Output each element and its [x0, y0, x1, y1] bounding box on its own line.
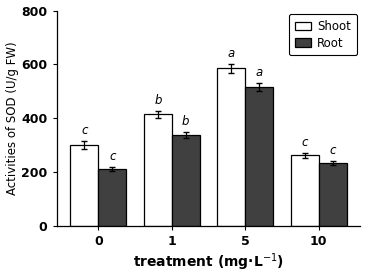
- Bar: [291, 155, 319, 226]
- Bar: [70, 145, 98, 226]
- Y-axis label: Activities of SOD (U/g FW): Activities of SOD (U/g FW): [5, 41, 19, 195]
- Bar: [172, 135, 200, 226]
- Text: c: c: [109, 150, 116, 163]
- Bar: [98, 169, 126, 226]
- Text: c: c: [81, 124, 87, 138]
- Bar: [144, 114, 172, 226]
- Text: b: b: [182, 115, 190, 128]
- Text: b: b: [154, 94, 162, 107]
- Text: c: c: [329, 144, 336, 157]
- Legend: Shoot, Root: Shoot, Root: [289, 14, 357, 56]
- Text: a: a: [255, 66, 263, 79]
- Bar: [217, 68, 245, 226]
- Bar: [245, 87, 273, 226]
- Text: c: c: [302, 136, 308, 149]
- X-axis label: treatment (mg·L$^{-1}$): treatment (mg·L$^{-1}$): [133, 252, 284, 273]
- Text: a: a: [228, 47, 235, 60]
- Bar: [319, 163, 347, 226]
